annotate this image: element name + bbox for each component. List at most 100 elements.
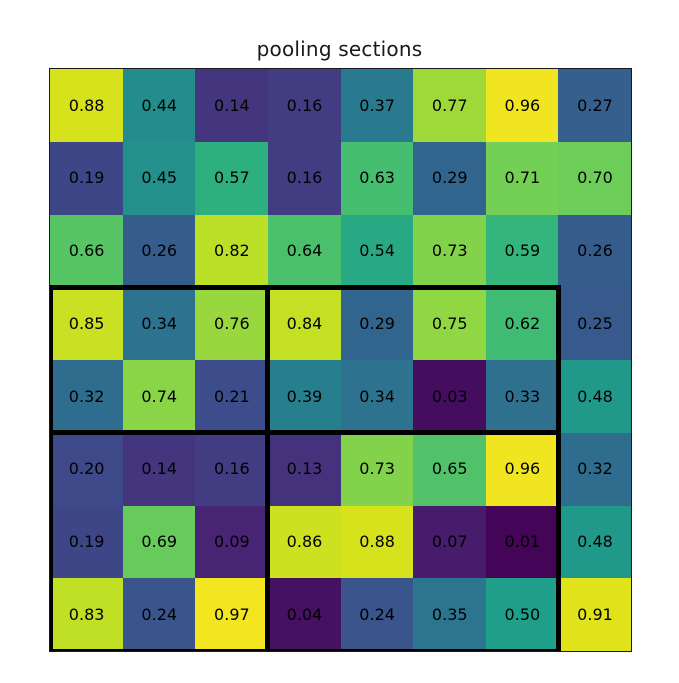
heatmap-cell: 0.45 <box>122 141 196 216</box>
cell-value: 0.01 <box>504 532 541 552</box>
heatmap-cell: 0.39 <box>267 360 342 434</box>
cell-value: 0.27 <box>577 95 613 115</box>
cell-value: 0.97 <box>214 604 250 624</box>
cell-value: 0.73 <box>431 241 468 261</box>
cell-value: 0.33 <box>504 386 541 406</box>
cell-value: 0.91 <box>577 604 613 624</box>
heatmap-cell: 0.82 <box>195 214 269 288</box>
cell-value: 0.84 <box>286 313 323 333</box>
heatmap-cell: 0.03 <box>413 360 487 434</box>
cell-value: 0.04 <box>286 604 323 624</box>
cell-value: 0.88 <box>68 95 105 115</box>
heatmap-cell: 0.76 <box>195 287 269 361</box>
cell-value: 0.48 <box>577 386 613 406</box>
cell-value: 0.96 <box>504 95 541 115</box>
heatmap-cell: 0.64 <box>267 214 342 288</box>
heatmap-plot: 0.88 0.44 0.14 0.16 0.37 0.77 0.96 0.27 0.19 0.45… <box>49 68 632 652</box>
heatmap-cell: 0.50 <box>485 578 559 651</box>
heatmap-cell: 0.07 <box>413 505 487 579</box>
cell-value: 0.19 <box>68 532 105 552</box>
heatmap-cell: 0.83 <box>50 578 124 651</box>
heatmap-cell: 0.34 <box>122 287 196 361</box>
cell-value: 0.75 <box>431 313 468 333</box>
heatmap-cell: 0.16 <box>267 69 342 143</box>
cell-value: 0.48 <box>577 532 613 552</box>
cell-value: 0.32 <box>68 386 105 406</box>
heatmap-cell: 0.48 <box>558 505 631 579</box>
heatmap-cell: 0.26 <box>558 214 631 288</box>
heatmap-cell: 0.24 <box>122 578 196 651</box>
heatmap-cell: 0.27 <box>558 69 631 143</box>
chart-title: pooling sections <box>256 37 423 61</box>
cell-value: 0.25 <box>577 313 613 333</box>
heatmap-cell: 0.70 <box>558 141 631 216</box>
heatmap-cell: 0.16 <box>195 432 269 507</box>
cell-value: 0.88 <box>359 532 395 552</box>
heatmap-cell: 0.59 <box>485 214 559 288</box>
cell-value: 0.34 <box>141 313 178 333</box>
cell-value: 0.86 <box>286 532 323 552</box>
heatmap-cell: 0.62 <box>485 287 559 361</box>
cell-value: 0.64 <box>286 241 323 261</box>
cell-value: 0.39 <box>286 386 323 406</box>
heatmap-cell: 0.01 <box>485 505 559 579</box>
heatmap-cell: 0.33 <box>485 360 559 434</box>
heatmap-cell: 0.63 <box>340 141 414 216</box>
cell-value: 0.44 <box>141 95 178 115</box>
heatmap-cell: 0.74 <box>122 360 196 434</box>
heatmap-cell: 0.65 <box>413 432 487 507</box>
heatmap-cell: 0.44 <box>122 69 196 143</box>
cell-value: 0.96 <box>504 459 541 479</box>
heatmap-cell: 0.19 <box>50 505 124 579</box>
cell-value: 0.26 <box>577 241 613 261</box>
cell-value: 0.21 <box>214 386 250 406</box>
heatmap-cell: 0.21 <box>195 360 269 434</box>
heatmap-cell: 0.20 <box>50 432 124 507</box>
cell-value: 0.16 <box>286 168 323 188</box>
cell-value: 0.83 <box>68 604 105 624</box>
heatmap-grid: 0.88 0.44 0.14 0.16 0.37 0.77 0.96 0.27 0.19 0.45… <box>50 69 631 651</box>
cell-value: 0.62 <box>504 313 541 333</box>
heatmap-cell: 0.16 <box>267 141 342 216</box>
heatmap-cell: 0.25 <box>558 287 631 361</box>
cell-value: 0.16 <box>214 459 250 479</box>
cell-value: 0.35 <box>431 604 468 624</box>
cell-value: 0.70 <box>577 168 613 188</box>
heatmap-cell: 0.57 <box>195 141 269 216</box>
heatmap-cell: 0.29 <box>340 287 414 361</box>
heatmap-cell: 0.32 <box>558 432 631 507</box>
heatmap-cell: 0.66 <box>50 214 124 288</box>
heatmap-cell: 0.84 <box>267 287 342 361</box>
cell-value: 0.32 <box>577 459 613 479</box>
heatmap-cell: 0.69 <box>122 505 196 579</box>
heatmap-cell: 0.96 <box>485 432 559 507</box>
heatmap-cell: 0.13 <box>267 432 342 507</box>
heatmap-cell: 0.88 <box>50 69 124 143</box>
cell-value: 0.24 <box>141 604 178 624</box>
heatmap-cell: 0.48 <box>558 360 631 434</box>
heatmap-cell: 0.88 <box>340 505 414 579</box>
heatmap-cell: 0.75 <box>413 287 487 361</box>
heatmap-cell: 0.71 <box>485 141 559 216</box>
cell-value: 0.65 <box>431 459 468 479</box>
cell-value: 0.57 <box>214 168 250 188</box>
cell-value: 0.26 <box>141 241 178 261</box>
cell-value: 0.29 <box>359 313 395 333</box>
cell-value: 0.63 <box>359 168 395 188</box>
heatmap-cell: 0.96 <box>485 69 559 143</box>
heatmap-cell: 0.34 <box>340 360 414 434</box>
cell-value: 0.24 <box>359 604 395 624</box>
cell-value: 0.69 <box>141 532 178 552</box>
cell-value: 0.03 <box>431 386 468 406</box>
cell-value: 0.37 <box>359 95 395 115</box>
heatmap-cell: 0.54 <box>340 214 414 288</box>
cell-value: 0.13 <box>286 459 323 479</box>
heatmap-cell: 0.86 <box>267 505 342 579</box>
heatmap-cell: 0.91 <box>558 578 631 651</box>
cell-value: 0.45 <box>141 168 178 188</box>
heatmap-cell: 0.26 <box>122 214 196 288</box>
heatmap-cell: 0.85 <box>50 287 124 361</box>
cell-value: 0.07 <box>431 532 468 552</box>
cell-value: 0.29 <box>431 168 468 188</box>
